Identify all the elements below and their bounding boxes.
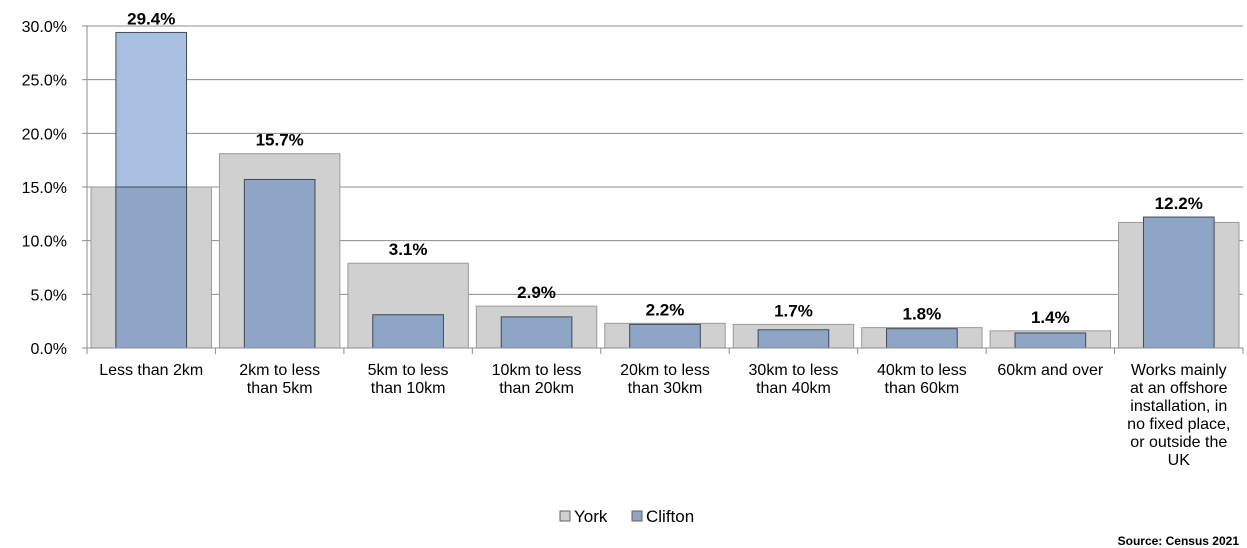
category-label: than 5km — [247, 380, 313, 397]
category-label: 60km and over — [997, 362, 1104, 379]
data-label: 2.2% — [646, 300, 685, 319]
category-label: Less than 2km — [99, 362, 203, 379]
category-label: than 60km — [885, 380, 960, 397]
legend-swatch-york — [559, 510, 571, 522]
legend-label-york: York — [574, 507, 608, 526]
clifton-bars — [115, 31, 1215, 349]
y-tick-label: 0.0% — [31, 341, 67, 358]
category-label: 5km to less — [368, 362, 449, 379]
clifton-bar — [1142, 216, 1215, 349]
data-label: 12.2% — [1155, 194, 1203, 213]
clifton-bar — [500, 316, 573, 349]
y-tick-label: 10.0% — [22, 234, 67, 251]
data-label: 1.4% — [1031, 308, 1070, 327]
clifton-bar — [757, 329, 830, 349]
y-tick-label: 30.0% — [22, 19, 67, 36]
category-label: installation, in — [1130, 398, 1227, 415]
clifton-bar — [243, 178, 316, 349]
clifton-bar — [629, 323, 701, 349]
data-label: 15.7% — [256, 131, 304, 150]
clifton-bar — [372, 314, 444, 349]
data-labels: 29.4% 15.7% 3.1% 2.9% 2.2% 1.7% 1.8% 1.4% 12.2% — [127, 9, 1203, 326]
clifton-bar — [886, 328, 958, 349]
legend-swatch-clifton — [631, 510, 643, 522]
category-label: 2km to less — [239, 362, 320, 379]
data-label: 2.9% — [517, 283, 556, 302]
category-label: than 40km — [756, 380, 831, 397]
category-label: 40km to less — [877, 362, 967, 379]
y-tick-label: 25.0% — [22, 73, 67, 90]
axes: 0.0% 5.0% 10.0% 15.0% 20.0% 25.0% 30.0% Less th… — [22, 19, 1244, 469]
category-label: 20km to less — [620, 362, 710, 379]
category-label: UK — [1168, 452, 1191, 469]
data-label: 3.1% — [389, 240, 428, 259]
category-label: than 20km — [499, 380, 574, 397]
category-label: Works mainly — [1131, 362, 1227, 379]
y-tick-label: 20.0% — [22, 126, 67, 143]
category-label: at an offshore — [1130, 380, 1228, 397]
source-note: Source: Census 2021 — [1117, 534, 1239, 548]
category-label: no fixed place, — [1127, 416, 1230, 433]
y-tick-label: 5.0% — [31, 287, 67, 304]
y-tick-label: 15.0% — [22, 180, 67, 197]
data-label: 1.7% — [774, 301, 813, 320]
category-label: 30km to less — [749, 362, 839, 379]
clifton-bar-overlap — [115, 186, 188, 349]
data-label: 29.4% — [127, 9, 175, 28]
clifton-bar — [1014, 332, 1087, 349]
category-label: than 30km — [628, 380, 703, 397]
data-label: 1.8% — [903, 305, 942, 324]
category-label: 10km to less — [492, 362, 582, 379]
legend-label-clifton: Clifton — [646, 507, 694, 526]
category-label: than 10km — [371, 380, 446, 397]
category-label: or outside the — [1130, 434, 1227, 451]
legend: York Clifton — [559, 507, 694, 526]
